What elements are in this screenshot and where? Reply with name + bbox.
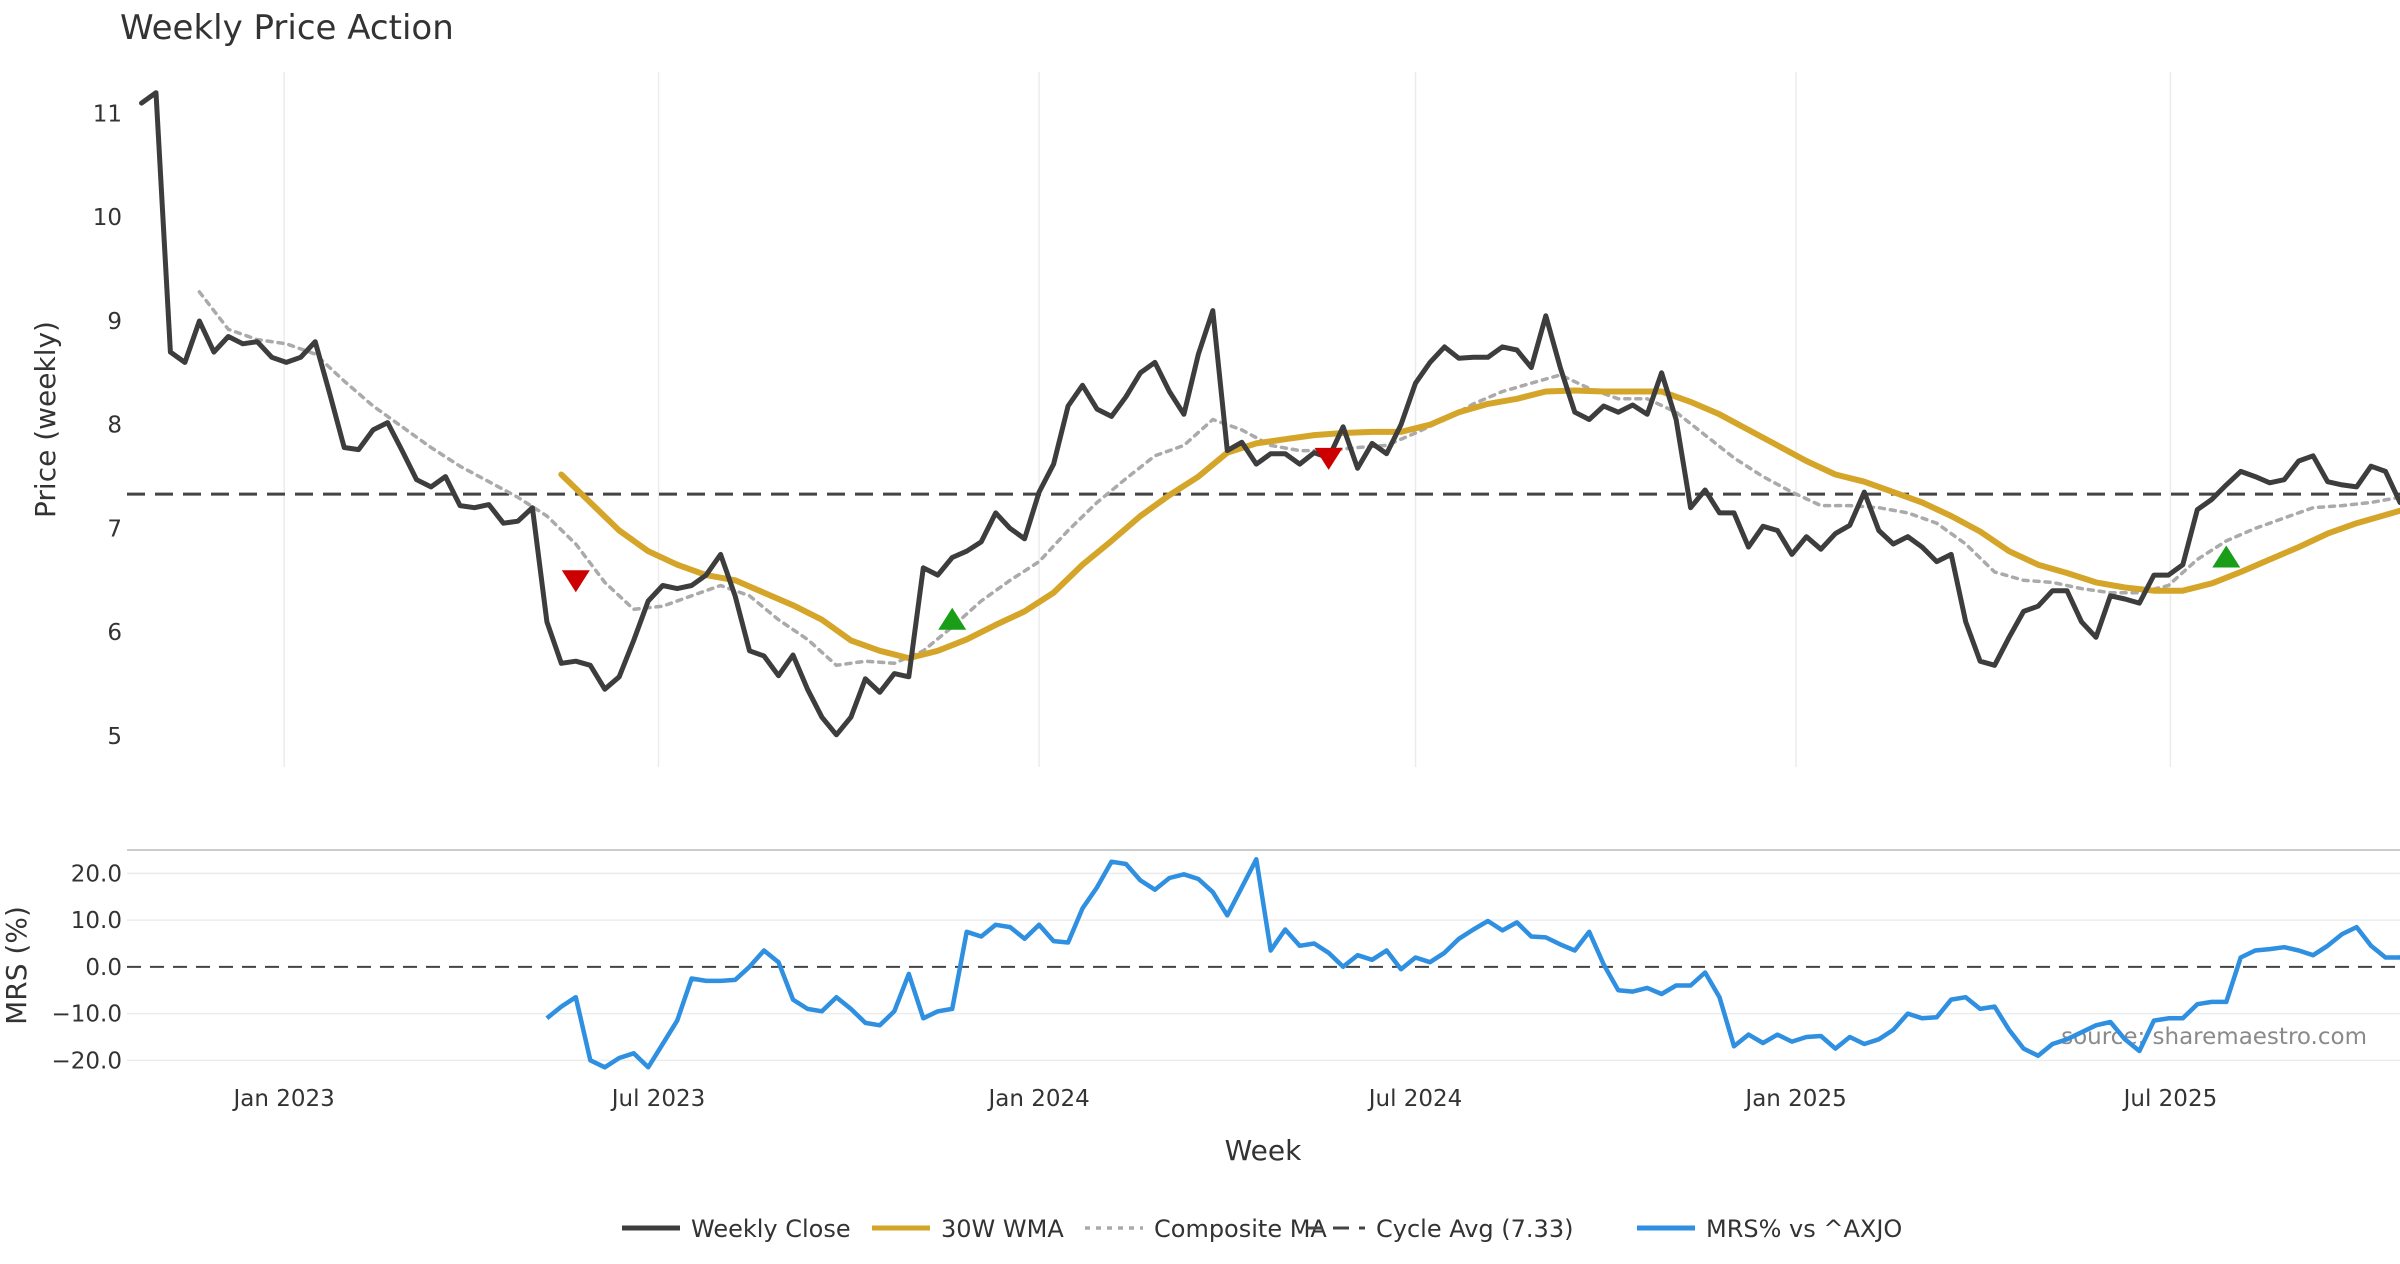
legend: Weekly Close 30W WMA Composite MA Cycle Avg… — [622, 1215, 1902, 1243]
price-y-tick-label: 5 — [107, 724, 122, 750]
price-y-tick-label: 8 — [107, 413, 122, 439]
mrs-y-tick-label: 10.0 — [71, 908, 122, 934]
legend-label: Cycle Avg (7.33) — [1376, 1215, 1573, 1243]
mrs-y-tick-label: −20.0 — [52, 1048, 122, 1074]
legend-label: 30W WMA — [941, 1215, 1064, 1243]
mrs-y-tick-label: −10.0 — [52, 1002, 122, 1028]
axis-labels: 5 6 7 8 9 10 11 20.0 10.0 0.0 −10.0 −20.0 Jan 2023 Ju… — [52, 101, 2218, 1112]
sell-signal-marker — [562, 570, 590, 592]
price-y-tick-label: 9 — [107, 309, 122, 335]
weekly-close-line — [142, 93, 2400, 735]
mrs-y-tick-label: 0.0 — [85, 955, 122, 981]
composite-ma-line — [199, 292, 2400, 665]
x-tick-label: Jul 2025 — [2122, 1086, 2218, 1112]
price-y-tick-label: 10 — [93, 205, 122, 231]
x-tick-label: Jan 2024 — [986, 1086, 1089, 1112]
legend-label: Weekly Close — [691, 1215, 851, 1243]
x-axis-title: Week — [1225, 1134, 1302, 1167]
sell-signal-marker — [1315, 448, 1343, 470]
30w-wma-line — [561, 391, 2400, 659]
price-y-axis-title: Price (weekly) — [29, 321, 62, 518]
legend-label: Composite MA — [1154, 1215, 1327, 1243]
price-y-tick-label: 7 — [107, 516, 122, 542]
mrs-y-axis-title: MRS (%) — [0, 906, 33, 1025]
legend-label: MRS% vs ^AXJO — [1706, 1215, 1902, 1243]
x-tick-label: Jul 2024 — [1367, 1086, 1463, 1112]
x-tick-label: Jan 2025 — [1743, 1086, 1846, 1112]
x-tick-label: Jul 2023 — [610, 1086, 706, 1112]
price-y-tick-label: 11 — [93, 101, 122, 127]
mrs-y-tick-label: 20.0 — [71, 861, 122, 887]
mrs-line — [547, 859, 2400, 1067]
series-lines — [127, 93, 2400, 1068]
chart-title: Weekly Price Action — [120, 8, 454, 48]
source-note: source: sharemaestro.com — [2061, 1024, 2367, 1050]
x-tick-label: Jan 2023 — [232, 1086, 335, 1112]
price-y-tick-label: 6 — [107, 620, 122, 646]
